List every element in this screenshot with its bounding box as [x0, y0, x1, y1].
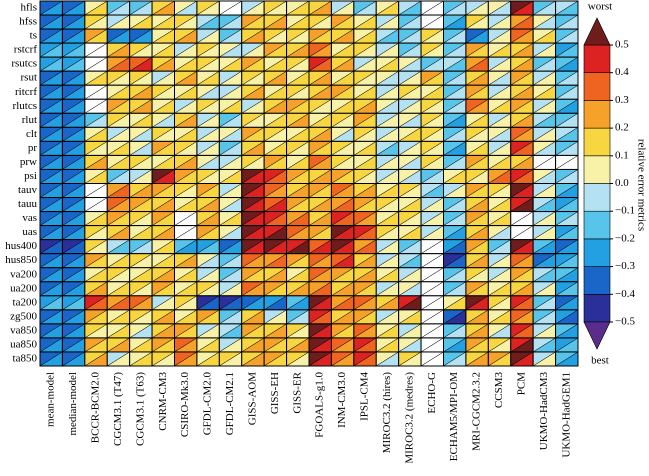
column-label: CGCM3.1 (T47) [112, 372, 124, 446]
column-label: ECHAM5/MPI-OM [448, 372, 460, 461]
column-label: MIROC3.2 (medres) [403, 372, 415, 464]
colorbar-bin [583, 155, 611, 184]
colorbar-bin [583, 266, 611, 295]
column-label: median-model [67, 372, 79, 436]
column-label: ECHO-G [426, 372, 438, 414]
colorbar-tick-label: −0.5 [615, 316, 635, 328]
colorbar-bin [583, 44, 611, 74]
colorbar-tick-label: −0.1 [615, 205, 635, 217]
colorbar-label: relative error metrics [635, 139, 647, 231]
colorbar-bin [583, 238, 611, 267]
colorbar-tick-label: 0.3 [615, 94, 629, 106]
row-label: tauu [18, 198, 37, 210]
colorbar-tick-label: 0.2 [615, 122, 629, 134]
column-label: IPSL-CM4 [359, 372, 371, 421]
colorbar-bin [583, 127, 611, 157]
colorbar-tick-label: 0.1 [615, 149, 629, 161]
cell-border [555, 351, 579, 367]
column-label: FGOALS-g1.0 [314, 372, 326, 438]
row-label: va200 [10, 268, 37, 280]
column-label: GISS-EH [269, 372, 281, 414]
column-label: UKMO-HadCM3 [538, 372, 550, 451]
column-label: BCCR-BCM2.0 [90, 372, 102, 444]
column-label: UKMO-HadGEM1 [560, 372, 572, 458]
colorbar-bin [583, 210, 611, 240]
row-label: hfls [21, 2, 38, 14]
colorbar-tick-label: 0.5 [615, 39, 629, 51]
row-label: ua850 [10, 338, 37, 350]
colorbar-bin [583, 293, 611, 323]
column-label: GISS-ER [291, 371, 303, 413]
row-label: psi [24, 170, 37, 182]
column-label: INM-CM3.0 [336, 372, 348, 428]
row-label: uas [22, 226, 37, 238]
colorbar-tick-label: −0.4 [615, 288, 635, 300]
column-label: CNRM-CM3 [157, 372, 169, 431]
row-label: prw [20, 156, 37, 168]
colorbar-bin [583, 183, 611, 212]
row-label: rlutcs [13, 100, 37, 112]
column-label: CGCM3.1 (T63) [134, 372, 146, 446]
column-label: MIROC3.2 (hires) [381, 372, 393, 454]
best-label: best [591, 355, 609, 367]
row-label: rsutcs [11, 58, 37, 70]
worst-label: worst [588, 1, 612, 13]
column-label: CSIRO-Mk3.0 [179, 372, 191, 438]
column-label: PCM [515, 372, 527, 395]
row-label: vas [22, 212, 37, 224]
row-label: va850 [10, 324, 37, 336]
colorbar-tick-label: 0.0 [615, 177, 629, 189]
colorbar-top [583, 17, 611, 46]
row-label: hus400 [5, 240, 37, 252]
row-label: tauv [18, 184, 37, 196]
column-label: mean-model [45, 372, 57, 427]
row-label: rstcrf [14, 44, 38, 56]
row-label: ta200 [13, 296, 38, 308]
colorbar-tick-label: −0.2 [615, 232, 635, 244]
row-label: rsut [21, 72, 38, 84]
row-label: rlut [22, 114, 37, 126]
row-label: hfss [19, 16, 37, 28]
colorbar-tick-label: −0.3 [615, 260, 635, 272]
colorbar-bottom [583, 321, 611, 350]
colorbar-bin [583, 100, 611, 129]
colorbar-bin [583, 72, 611, 101]
row-label: ritcrf [15, 86, 37, 98]
column-label: GISS-AOM [246, 372, 258, 425]
column-label: GFDL-CM2.1 [224, 372, 236, 435]
column-label: GFDL-CM2.0 [202, 372, 214, 436]
row-label: zg500 [10, 310, 37, 322]
colorbar-tick-label: 0.4 [615, 66, 629, 78]
row-label: clt [26, 128, 37, 140]
row-label: ts [30, 30, 37, 42]
row-label: ta850 [13, 353, 38, 365]
row-label: pr [28, 142, 38, 154]
column-label: CCSM3 [493, 372, 505, 409]
row-label: hus850 [5, 254, 37, 266]
row-label: ua200 [10, 282, 37, 294]
column-label: MRI-CGCM2.3.2 [471, 372, 483, 451]
